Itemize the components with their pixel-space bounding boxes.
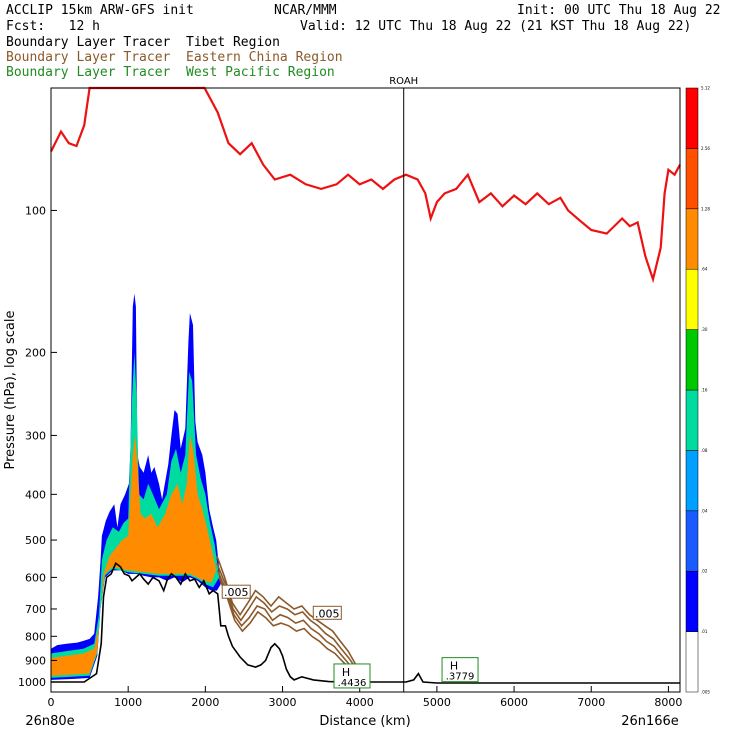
plot-frame [50, 87, 681, 693]
x-tick-label: 2000 [191, 696, 219, 709]
subtitle-west-pacific: Boundary Layer Tracer West Pacific Regio… [6, 65, 335, 80]
y-tick-label: 600 [25, 571, 46, 584]
colorbar-segment [685, 268, 699, 330]
contour-label-box [312, 605, 342, 620]
x-tick-label: 0 [48, 696, 55, 709]
colorbar-segment [685, 631, 699, 693]
y-tick-label: 300 [25, 429, 46, 442]
high-marker-box [441, 657, 479, 683]
colorbar-segment [685, 389, 699, 451]
roah-marker-label: ROAH [389, 76, 418, 87]
left-endpoint-label: 26n80e [25, 714, 74, 729]
high-marker-letter: H [342, 666, 350, 679]
colorbar-segment [685, 450, 699, 512]
y-tick-label: 900 [25, 654, 46, 667]
x-tick-label: 8000 [654, 696, 682, 709]
contour-label: .005 [315, 607, 340, 620]
tropopause-line [50, 86, 681, 284]
valid-label: Valid: 12 UTC Thu 18 Aug 22 (21 KST Thu … [300, 19, 692, 34]
colorbar-label: .02 [701, 569, 708, 574]
right-endpoint-label: 26n166e [621, 714, 679, 729]
tracer-china-line-2 [216, 570, 362, 681]
init-label: Init: 00 UTC Thu 18 Aug 22 [517, 3, 721, 18]
high-marker-box [333, 663, 371, 689]
x-tick-label: 6000 [500, 696, 528, 709]
colorbar-label: .01 [701, 629, 708, 634]
colorbar-label: 5.12 [701, 86, 710, 91]
contour-label: .005 [224, 586, 249, 599]
y-tick-label: 100 [25, 204, 46, 217]
x-tick-label: 3000 [269, 696, 297, 709]
tracer-tibet-inner [51, 435, 217, 676]
subtitle-eastern-china: Boundary Layer Tracer Eastern China Regi… [6, 50, 343, 65]
x-axis-label: Distance (km) [319, 714, 410, 729]
tracer-lines [50, 86, 681, 684]
colorbar-label: .08 [701, 448, 708, 453]
y-tick-label: 500 [25, 534, 46, 547]
colorbar-segment [685, 570, 699, 632]
contour-label-box [221, 584, 251, 599]
tracer-china-line-0 [216, 555, 365, 680]
high-marker-value: .3779 [446, 672, 475, 683]
colorbar-segment [685, 148, 699, 210]
subtitle-tibet: Boundary Layer Tracer Tibet Region [6, 35, 280, 50]
colorbar-segment [685, 329, 699, 391]
axes: 0 1000 2000 3000 4000 5000 6000 7000 80001002003… [18, 204, 682, 709]
forecast-label: Fcst: 12 h [6, 19, 100, 34]
colorbar-segment [685, 510, 699, 572]
x-tick-label: 4000 [346, 696, 374, 709]
high-marker-letter: H [450, 660, 458, 673]
colorbar-label: 1.28 [701, 206, 710, 211]
x-tick-label: 5000 [423, 696, 451, 709]
y-tick-label: 200 [25, 346, 46, 359]
tracer-china-line-1 [216, 562, 363, 678]
high-marker-value: .4436 [338, 678, 367, 689]
y-tick-label: 800 [25, 630, 46, 643]
tracer-china-line-3 [218, 577, 358, 678]
colorbar-label: .16 [701, 388, 708, 393]
colorbar-label: .64 [701, 267, 708, 272]
colorbar-label: .30 [701, 327, 708, 332]
colorbar-label: .005 [701, 690, 710, 695]
y-tick-label: 400 [25, 488, 46, 501]
tracer-fills [51, 293, 221, 680]
chart-title: ACCLIP 15km ARW-GFS init [6, 3, 194, 18]
colorbar-label: 2.56 [701, 146, 710, 151]
colorbar-label: .04 [701, 508, 708, 513]
y-tick-label: 1000 [18, 676, 46, 689]
org-label: NCAR/MMM [274, 3, 337, 18]
x-tick-label: 7000 [577, 696, 605, 709]
colorbar-segment [685, 87, 699, 149]
colorbar: .005 .01 .02 .04 .08 .16 .30 .64 1.28 2.56 5.12 [685, 86, 710, 695]
x-tick-label: 1000 [114, 696, 142, 709]
colorbar-segment [685, 208, 699, 270]
y-tick-label: 700 [25, 603, 46, 616]
y-axis-label: Pressure (hPa), log scale [3, 311, 18, 470]
